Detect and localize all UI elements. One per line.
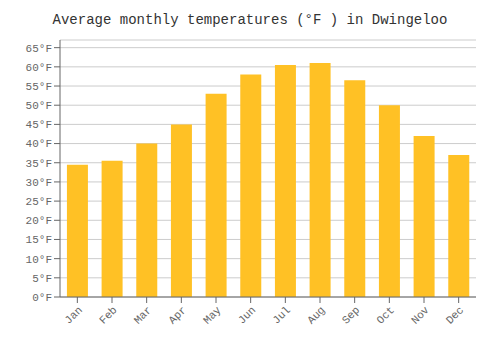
svg-text:Dec: Dec	[444, 304, 466, 326]
svg-text:60°F: 60°F	[26, 62, 52, 74]
svg-text:Mar: Mar	[132, 304, 154, 326]
svg-text:40°F: 40°F	[26, 138, 52, 150]
svg-text:65°F: 65°F	[26, 43, 52, 55]
svg-text:25°F: 25°F	[26, 196, 52, 208]
svg-text:35°F: 35°F	[26, 158, 52, 170]
svg-text:Feb: Feb	[97, 304, 119, 326]
svg-text:10°F: 10°F	[26, 254, 52, 266]
svg-text:Jan: Jan	[62, 304, 84, 326]
svg-text:Apr: Apr	[166, 304, 188, 326]
svg-text:Oct: Oct	[374, 304, 396, 326]
svg-text:15°F: 15°F	[26, 234, 52, 246]
svg-text:55°F: 55°F	[26, 81, 52, 93]
html-text:Average monthly temperatures (: Average monthly temperatures (°F ) in Dw…	[52, 12, 448, 28]
svg-text:May: May	[201, 304, 224, 327]
svg-text:Jul: Jul	[270, 304, 292, 326]
svg-text:30°F: 30°F	[26, 177, 52, 189]
svg-text:20°F: 20°F	[26, 215, 52, 227]
svg-text:45°F: 45°F	[26, 119, 52, 131]
svg-text:Aug: Aug	[305, 304, 327, 326]
svg-text:0°F: 0°F	[32, 292, 52, 304]
svg-text:5°F: 5°F	[32, 273, 52, 285]
svg-text:Sep: Sep	[340, 304, 362, 326]
svg-text:50°F: 50°F	[26, 100, 52, 112]
svg-text:Jun: Jun	[236, 304, 258, 326]
svg-text:Nov: Nov	[409, 304, 432, 327]
